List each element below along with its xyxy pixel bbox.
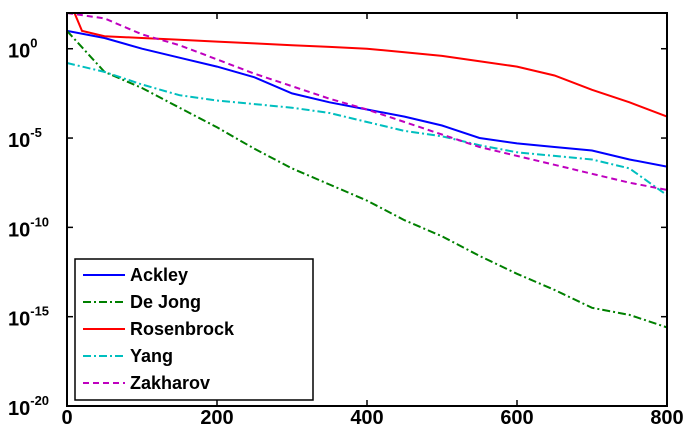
x-tick-label: 800 (650, 407, 683, 428)
legend-label: De Jong (130, 292, 201, 312)
x-tick-label: 400 (350, 407, 383, 428)
x-tick-label: 600 (500, 407, 533, 428)
x-tick-label: 0 (61, 407, 72, 428)
legend-label: Zakharov (130, 373, 210, 393)
series-lines (67, 13, 667, 329)
legend-label: Ackley (130, 265, 188, 285)
legend: Ackley De Jong Rosenbrock Yang Zakharov (74, 258, 314, 401)
series-line-zakharov (67, 13, 667, 191)
y-tick-label: 100 (8, 36, 37, 63)
series-line-de-jong (67, 30, 667, 329)
series-line-rosenbrock (73, 13, 667, 118)
y-tick-label: 10-10 (8, 214, 49, 241)
series-line-ackley (67, 29, 667, 168)
y-tick-label: 10-5 (8, 125, 42, 152)
series-line-yang (67, 62, 667, 197)
axis-ticks: 0 200 400 600 800 10-20 10-15 10-10 10-5 100 (8, 13, 684, 428)
y-tick-label: 10-15 (8, 304, 49, 331)
x-tick-label: 200 (200, 407, 233, 428)
legend-label: Yang (130, 346, 173, 366)
y-tick-label: 10-20 (8, 393, 49, 420)
legend-label: Rosenbrock (130, 319, 235, 339)
